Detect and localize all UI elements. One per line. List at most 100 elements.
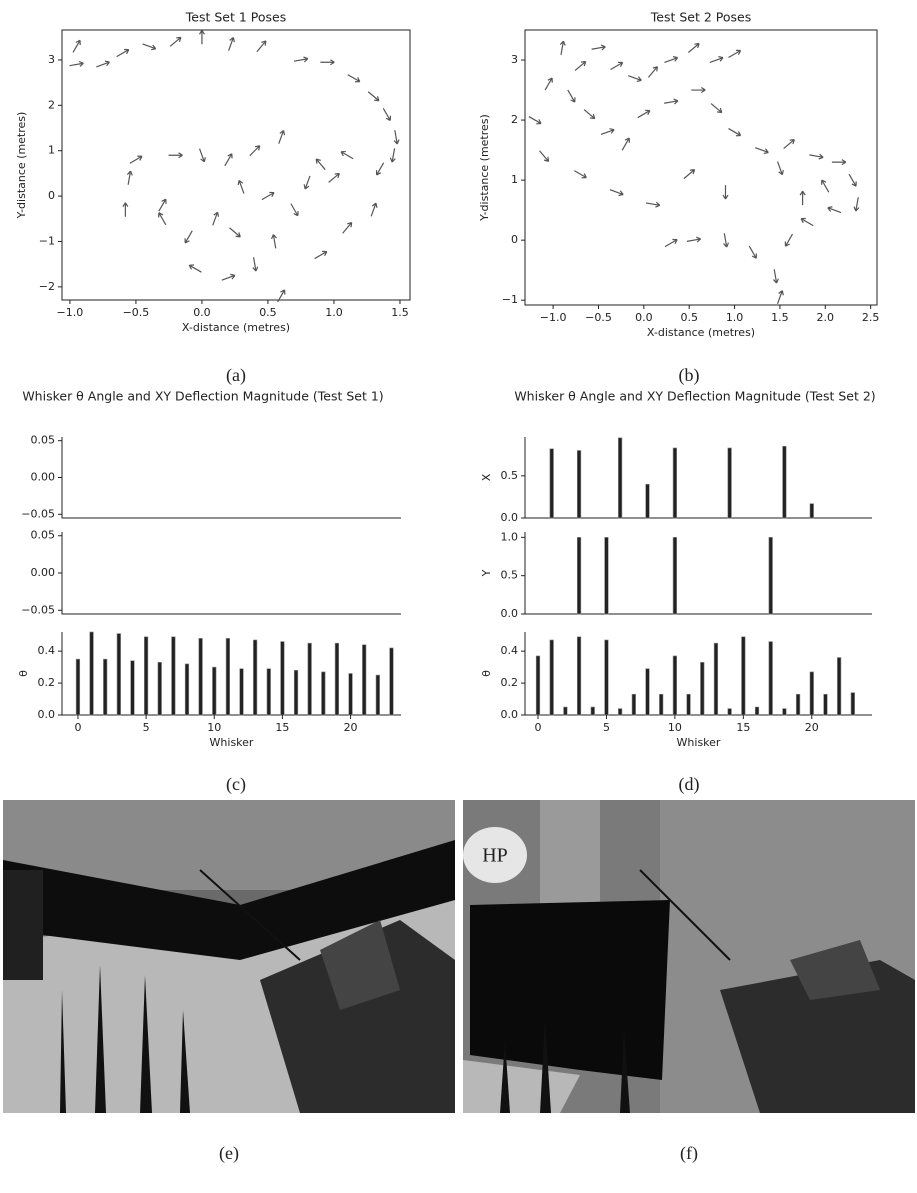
- bar: [212, 666, 217, 716]
- x-tick-label: 10: [668, 721, 682, 734]
- bar: [321, 671, 326, 716]
- pose-arrow: [784, 233, 794, 247]
- pose-arrow: [627, 75, 642, 82]
- bar: [850, 692, 855, 716]
- bar: [334, 642, 340, 716]
- x-tick-label: 1.5: [391, 306, 409, 319]
- pose-arrow: [728, 128, 742, 137]
- pose-arrow: [96, 60, 110, 68]
- x-tick-label: 10: [207, 721, 221, 734]
- bar: [618, 437, 623, 519]
- bar: [782, 708, 787, 716]
- bar: [754, 706, 760, 716]
- bar: [768, 641, 773, 716]
- pose-arrow: [320, 59, 335, 66]
- bar: [535, 655, 541, 716]
- y-axis-label: θ: [17, 670, 30, 677]
- panel-caption: (e): [219, 1143, 239, 1164]
- bar: [672, 655, 677, 716]
- y-tick-label: 0.4: [501, 644, 519, 657]
- y-tick-label: 0.5: [501, 469, 519, 482]
- y-tick-label: 0: [511, 233, 518, 246]
- pose-arrow: [290, 203, 299, 217]
- y-tick-label: 0.05: [31, 529, 56, 542]
- y-axis-label: θ: [480, 670, 493, 677]
- pose-arrow: [664, 56, 679, 63]
- pose-arrow: [224, 153, 233, 167]
- bar: [795, 693, 801, 716]
- pose-arrow: [728, 49, 742, 59]
- x-tick-label: 0.5: [259, 306, 277, 319]
- x-tick-label: 15: [275, 721, 289, 734]
- pose-arrow: [831, 159, 847, 166]
- bar: [130, 660, 135, 716]
- bar: [713, 642, 719, 716]
- x-tick-label: 0.0: [193, 306, 211, 319]
- pose-arrow: [574, 60, 587, 71]
- pose-arrow: [539, 150, 550, 163]
- bar: [576, 537, 582, 615]
- pose-arrow: [328, 172, 340, 183]
- pose-arrow: [848, 173, 857, 187]
- bar: [618, 708, 623, 716]
- pose-arrow: [600, 128, 615, 136]
- pose-arrow: [710, 103, 723, 114]
- bar: [727, 447, 732, 519]
- pose-arrow: [126, 170, 133, 185]
- pose-arrow: [122, 202, 129, 217]
- pose-arrow: [129, 155, 143, 164]
- bar: [727, 708, 732, 716]
- pose-arrow: [723, 233, 730, 248]
- x-tick-label: −1.0: [540, 311, 567, 324]
- bar: [171, 636, 176, 716]
- logo-text: HP: [482, 845, 508, 867]
- y-tick-label: 0.0: [501, 607, 519, 620]
- x-tick-label: 20: [344, 721, 358, 734]
- y-tick-label: 0.2: [38, 676, 56, 689]
- pose-arrow: [342, 221, 353, 234]
- render-image-f: HP: [463, 800, 915, 1113]
- pose-arrow: [168, 152, 183, 159]
- pose-arrow: [783, 138, 795, 150]
- bar: [604, 537, 609, 615]
- panel-caption: (c): [226, 774, 246, 795]
- y-axis-label: Y-distance (metres): [15, 112, 28, 220]
- pose-arrow: [198, 29, 205, 45]
- bar: [225, 638, 230, 716]
- bar: [375, 674, 380, 716]
- pose-arrow: [687, 42, 700, 53]
- pose-arrow: [647, 66, 659, 78]
- bar: [631, 693, 636, 716]
- bar: [672, 447, 677, 519]
- pose-arrow: [776, 290, 784, 304]
- pose-arrow: [261, 191, 275, 201]
- pose-arrow: [821, 179, 830, 193]
- bar: [659, 693, 664, 716]
- bar: [590, 706, 595, 716]
- x-axis-label: X-distance (metres): [647, 326, 755, 339]
- bar: [144, 636, 149, 716]
- y-axis-label: X: [480, 473, 493, 481]
- pose-arrow: [637, 109, 651, 119]
- bar: [362, 644, 367, 716]
- chart-title: Whisker θ Angle and XY Deflection Magnit…: [514, 389, 875, 404]
- x-tick-label: 0: [535, 721, 542, 734]
- pose-arrow: [755, 147, 769, 155]
- y-tick-label: 3: [511, 53, 518, 66]
- pose-arrow: [691, 87, 706, 94]
- y-tick-label: 2: [48, 98, 55, 111]
- axis-spines: [61, 532, 401, 615]
- pose-arrow: [809, 153, 824, 160]
- panel-caption: (f): [680, 1143, 698, 1164]
- bar: [293, 670, 299, 716]
- x-tick-label: 1.0: [726, 311, 744, 324]
- pose-arrow: [314, 250, 328, 260]
- pose-arrow: [567, 89, 576, 103]
- pose-arrow: [370, 202, 378, 217]
- pose-arrow: [367, 91, 380, 102]
- y-tick-label: 1: [511, 173, 518, 186]
- pose-arrow: [583, 109, 596, 120]
- pose-arrow: [799, 190, 806, 206]
- pose-arrow: [69, 60, 84, 67]
- pose-arrow: [229, 227, 241, 238]
